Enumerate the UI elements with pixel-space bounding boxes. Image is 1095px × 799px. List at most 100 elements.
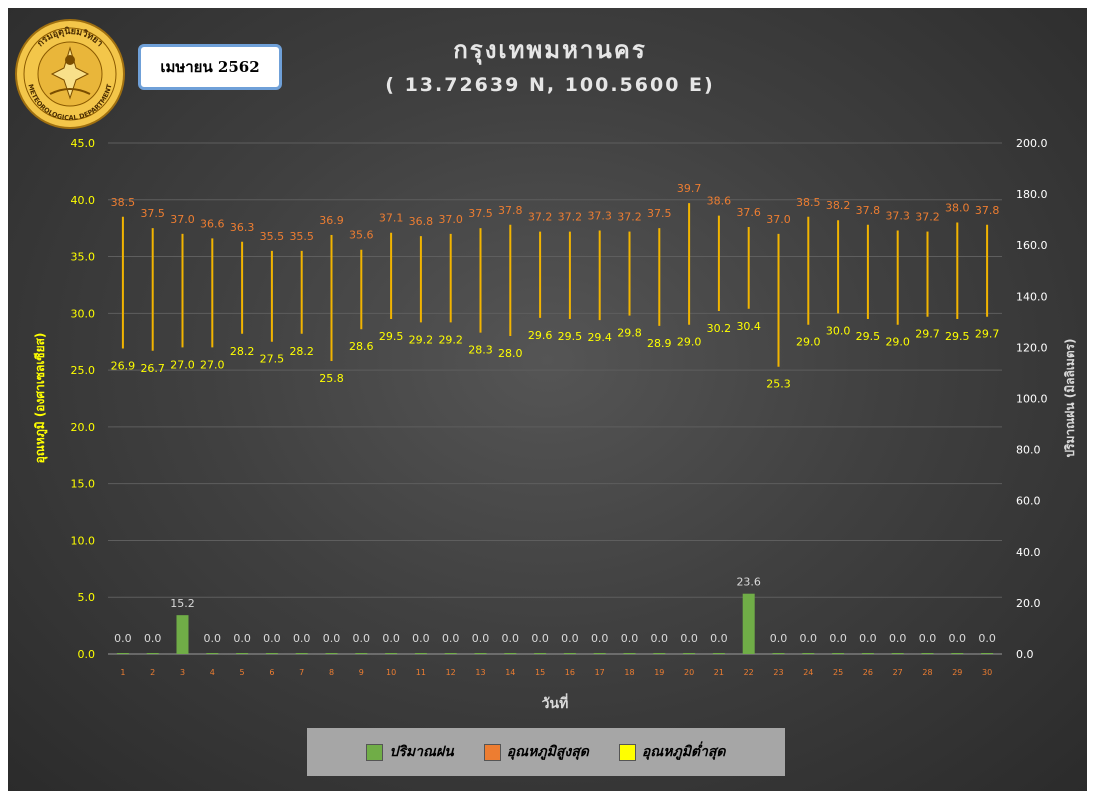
x-tick-label: 20 (684, 668, 694, 677)
rain-bar (653, 653, 666, 654)
x-tick-label: 16 (565, 668, 575, 677)
max-temp-data-label: 37.2 (617, 211, 642, 224)
min-temp-data-label: 28.9 (647, 337, 672, 350)
rain-bar (683, 653, 696, 654)
x-tick-label: 1 (120, 668, 125, 677)
rain-bar (981, 653, 994, 654)
meteorological-department-logo: กรมอุตุนิยมวิทยา METEOROLOGICAL DEPARTME… (15, 19, 125, 129)
x-tick-label: 22 (744, 668, 754, 677)
chart-frame (8, 8, 1087, 791)
rain-bar (355, 653, 368, 654)
max-temp-data-label: 38.6 (707, 195, 732, 208)
rain-data-label: 0.0 (144, 632, 162, 645)
rain-bar (623, 653, 636, 654)
legend-label-rain: ปริมาณฝน (389, 744, 454, 760)
min-temp-data-label: 28.6 (349, 340, 374, 353)
min-temp-data-label: 29.8 (617, 327, 642, 340)
min-temp-data-label: 29.6 (528, 329, 553, 342)
rain-data-label: 0.0 (829, 632, 847, 645)
max-temp-data-label: 37.3 (885, 209, 910, 222)
legend-item-max-temp: อุณหภูมิสูงสุด (483, 741, 589, 763)
legend-label-min-temp: อุณหภูมิต่ำสุด (641, 744, 726, 760)
max-temp-data-label: 37.8 (498, 204, 523, 217)
rain-data-label: 0.0 (919, 632, 937, 645)
legend-item-min-temp: อุณหภูมิต่ำสุด (618, 741, 726, 763)
y-right-tick-label: 180.0 (1016, 188, 1048, 201)
y-right-tick-label: 20.0 (1016, 597, 1041, 610)
x-tick-label: 28 (922, 668, 932, 677)
x-tick-label: 2 (150, 668, 155, 677)
max-temp-data-label: 36.9 (319, 214, 344, 227)
month-label-box: เมษายน 2562 (138, 44, 282, 90)
min-temp-data-label: 29.5 (945, 330, 970, 343)
y-right-tick-label: 80.0 (1016, 444, 1041, 457)
max-temp-data-label: 35.6 (349, 229, 374, 242)
y-left-tick-label: 35.0 (71, 251, 96, 264)
rain-data-label: 0.0 (263, 632, 281, 645)
x-tick-label: 18 (624, 668, 634, 677)
x-tick-label: 11 (416, 668, 426, 677)
x-tick-label: 17 (595, 668, 605, 677)
chart-subtitle: ( 13.72639 N, 100.5600 E) (385, 74, 715, 96)
max-temp-data-label: 39.7 (677, 182, 702, 195)
rain-data-label: 0.0 (293, 632, 311, 645)
rain-bar (742, 593, 755, 654)
rain-bar (802, 653, 815, 654)
rain-data-label: 0.0 (502, 632, 520, 645)
x-tick-label: 9 (359, 668, 364, 677)
rain-data-label: 0.0 (204, 632, 222, 645)
max-temp-data-label: 36.6 (200, 217, 225, 230)
rain-data-label: 0.0 (591, 632, 609, 645)
rain-bar (712, 653, 725, 654)
rain-data-label: 0.0 (621, 632, 639, 645)
rain-data-label: 0.0 (680, 632, 698, 645)
rain-data-label: 0.0 (770, 632, 788, 645)
rain-bar (951, 653, 964, 654)
max-temp-data-label: 37.0 (170, 213, 195, 226)
min-temp-data-label: 28.0 (498, 347, 523, 360)
rain-bar (474, 653, 487, 654)
rain-data-label: 0.0 (233, 632, 251, 645)
rain-bar (832, 653, 845, 654)
min-temp-data-label: 28.2 (230, 345, 255, 358)
rain-data-label: 0.0 (949, 632, 967, 645)
y-left-tick-label: 20.0 (71, 421, 96, 434)
min-temp-data-label: 28.2 (289, 345, 314, 358)
max-temp-data-label: 37.6 (736, 206, 761, 219)
min-temp-data-label: 29.2 (438, 333, 463, 346)
legend-swatch-max-temp (483, 743, 501, 761)
rain-data-label: 23.6 (736, 576, 761, 589)
x-tick-label: 14 (505, 668, 515, 677)
rain-bar (236, 653, 249, 654)
y-right-tick-label: 160.0 (1016, 239, 1048, 252)
min-temp-data-label: 27.0 (200, 358, 225, 371)
rain-bar (534, 653, 547, 654)
min-temp-data-label: 26.7 (140, 362, 165, 375)
legend-swatch-min-temp (618, 743, 636, 761)
rain-bar (861, 653, 874, 654)
legend-item-rain: ปริมาณฝน (366, 741, 454, 763)
rain-data-label: 0.0 (651, 632, 669, 645)
rain-bar (891, 653, 904, 654)
y-right-tick-label: 120.0 (1016, 341, 1048, 354)
x-tick-label: 8 (329, 668, 334, 677)
rain-data-label: 0.0 (531, 632, 549, 645)
max-temp-data-label: 37.0 (438, 213, 463, 226)
x-tick-label: 21 (714, 668, 724, 677)
legend-label-max-temp: อุณหภูมิสูงสุด (506, 744, 589, 760)
y-left-tick-label: 0.0 (78, 648, 96, 661)
rain-data-label: 0.0 (978, 632, 996, 645)
x-tick-label: 29 (952, 668, 962, 677)
chart-title: กรุงเทพมหานคร (453, 36, 647, 64)
y-right-axis-title: ปริมาณฝน (มิลลิเมตร) (1063, 338, 1077, 457)
rain-bar (206, 653, 219, 654)
rain-data-label: 0.0 (323, 632, 341, 645)
min-temp-data-label: 28.3 (468, 344, 493, 357)
x-tick-label: 19 (654, 668, 664, 677)
min-temp-data-label: 30.2 (707, 322, 732, 335)
rain-bar (504, 653, 517, 654)
x-tick-label: 7 (299, 668, 304, 677)
max-temp-data-label: 36.3 (230, 221, 255, 234)
y-left-tick-label: 10.0 (71, 534, 96, 547)
rain-data-label: 0.0 (412, 632, 430, 645)
